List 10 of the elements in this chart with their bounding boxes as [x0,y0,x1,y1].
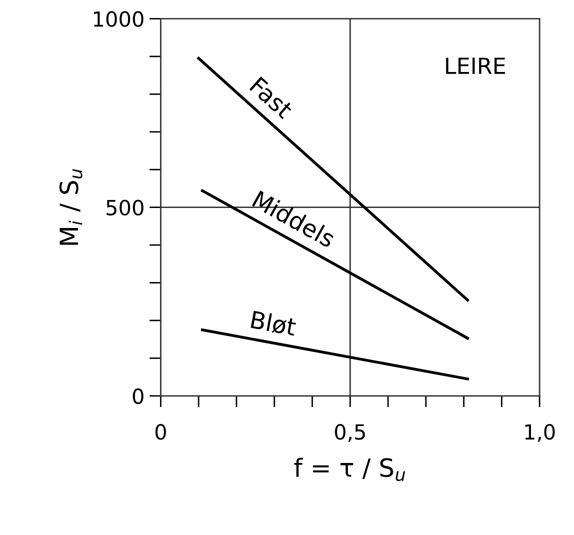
y-tick-label: 500 [106,200,144,216]
x-axis-title: f = τ / S$_{u}$ [294,458,406,482]
y-tick-label: 1000 [94,11,144,27]
x-tick-label: 0,5 [334,424,365,442]
y-axis-title: M$_{i}$ / S$_{u}$ [59,169,82,245]
text: Bløt [250,310,297,337]
annotation: LEIRE [446,58,505,74]
x-tick-label: 0 [155,424,166,440]
y-tick-label: 0 [132,388,144,404]
x-tick-label: 1,0 [525,424,555,442]
